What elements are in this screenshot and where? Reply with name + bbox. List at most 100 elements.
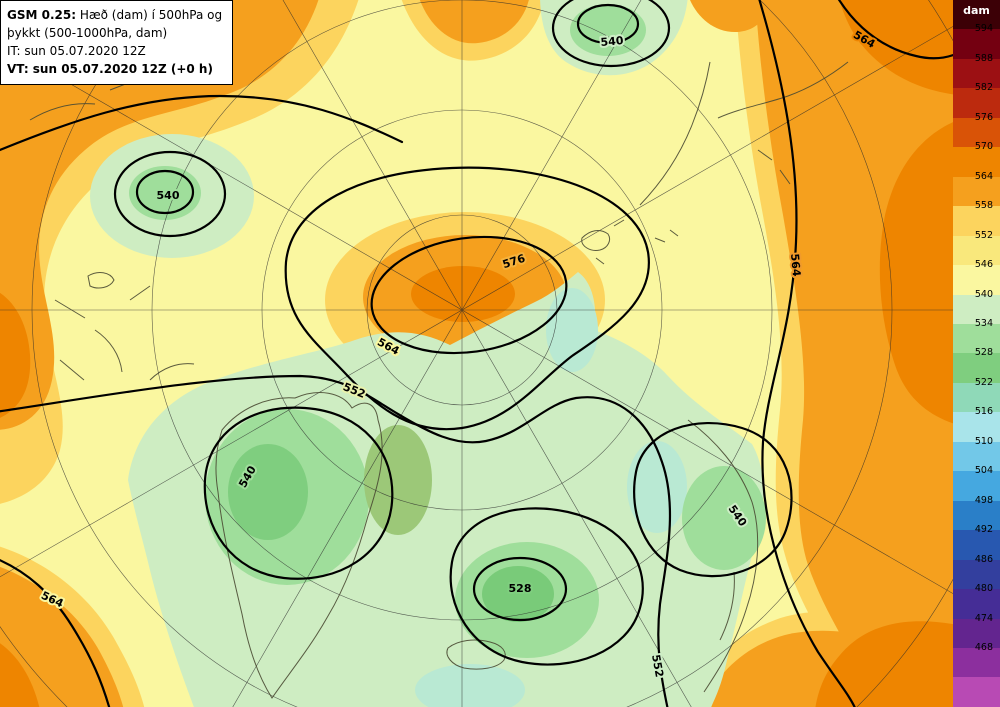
colorbar-segment: 468 (953, 643, 1000, 678)
fill-orange-northwest (0, 0, 319, 430)
contour-label: 528 (509, 582, 532, 595)
valid-time: VT: sun 05.07.2020 12Z (+0 h) (7, 62, 213, 76)
contour-564-polar (284, 166, 651, 431)
height-contours (0, 0, 953, 707)
fill-deeporange-sw-corner (0, 643, 40, 707)
colorbar-tick-label: 570 (974, 141, 993, 153)
fill-orange-southwest (0, 566, 124, 707)
contour-540-east (633, 421, 793, 578)
colorbar-segment (953, 677, 1000, 707)
fill-deeporange-se-corner (815, 621, 953, 707)
colorbar-tick-label: 510 (974, 435, 993, 447)
fill-orange-topright (690, 0, 772, 32)
coast-franz-josef (654, 229, 679, 243)
model-name: GSM 0.25: (7, 8, 77, 22)
colorbar-track: 594 588 582 576 570 564 558 552 546 540 534 528 522 5… (953, 0, 1000, 707)
latitude-circle (31, 0, 893, 707)
colorbar-tick-label: 576 (974, 111, 993, 123)
colorbar-segment: 546 (953, 260, 1000, 295)
colorbar-segment: 582 (953, 83, 1000, 118)
fill-deeporange-west-edge (0, 293, 31, 418)
colorbar-segment: 498 (953, 495, 1000, 531)
fill-darkgreen-greenland-core (228, 444, 308, 540)
contour-northeast-arc (837, 0, 953, 60)
contour-564-east (758, 0, 856, 707)
colorbar-tick-label: 522 (974, 376, 993, 388)
colorbar-segment: 480 (953, 584, 1000, 619)
contour-label: 540 (600, 34, 624, 49)
fill-darkgreen-south-core (482, 566, 554, 622)
contour-540-north-outer (551, 0, 671, 68)
fill-deeporange-east-edge (879, 122, 953, 424)
colorbar-segment: 552 (953, 230, 1000, 266)
contour-540-greenland (203, 406, 394, 580)
colorbar-segment: 474 (953, 613, 1000, 648)
colorbar-segment: 504 (953, 466, 1000, 501)
colorbar-tick-label: 546 (974, 258, 993, 270)
colorbar-tick-label: 540 (974, 288, 993, 300)
contour-north-inner (576, 3, 640, 45)
colorbar-segment: 516 (953, 407, 1000, 442)
colorbar-unit-label: dam (963, 4, 990, 17)
colorbar-tick-label: 498 (974, 494, 993, 506)
fill-teal-finger (546, 288, 598, 372)
map-title-line1: GSM 0.25: Hæð (dam) í 500hPa og (7, 6, 223, 24)
contour-label: 540 (157, 189, 180, 202)
fill-green-nw-core (129, 166, 201, 220)
contour-540-northwest-outer (113, 150, 227, 238)
colorbar-tick-label: 504 (974, 465, 993, 477)
init-time: IT: sun 05.07.2020 12Z (7, 44, 146, 58)
colorbar-tick-label: 558 (974, 199, 993, 211)
colorbar-segment: 570 (953, 142, 1000, 177)
contour-564-southwest (0, 559, 111, 707)
colorbar-tick-label: 582 (974, 82, 993, 94)
coast-baffin (149, 363, 195, 381)
colorbar-segment: 540 (953, 289, 1000, 324)
colorbar-tick-label: 594 (974, 23, 993, 35)
contour-northwest-inner (135, 169, 195, 215)
fill-teal-east (627, 441, 687, 533)
fill-green-north-core (570, 4, 646, 56)
colorbar-tick-label: 492 (974, 523, 993, 535)
colorbar-tick-label: 552 (974, 229, 993, 241)
fill-deeporange-ne-corner (839, 0, 953, 95)
colorbar-segment: 510 (953, 437, 1000, 472)
colorbar-segment: 576 (953, 113, 1000, 148)
latitude-circle (261, 109, 663, 511)
coast-svalbard (581, 219, 625, 265)
colorbar-segment: 486 (953, 554, 1000, 590)
fill-teal-south (415, 664, 525, 707)
coast-canadian-arctic (54, 272, 151, 381)
contour-label: 564 (788, 253, 803, 277)
colorbar-tick-label: 480 (974, 582, 993, 594)
colorbar-segment: 528 (953, 348, 1000, 383)
colorbar-tick-label: 534 (974, 317, 993, 329)
fill-orange-topcenter (419, 0, 529, 44)
colorbar: 594 588 582 576 570 564 558 552 546 540 534 528 522 5… (953, 0, 1000, 707)
fill-deeporange-pole-core (411, 266, 515, 322)
info-box: GSM 0.25: Hæð (dam) í 500hPa og þykkt (5… (0, 0, 233, 85)
map-title-part1: Hæð (dam) í 500hPa og (76, 8, 223, 22)
colorbar-tick-label: 564 (974, 170, 993, 182)
coast-scandinavia (687, 419, 759, 693)
colorbar-segment: 558 (953, 201, 1000, 236)
meridian-line (0, 26, 953, 578)
contour-528-south-core (472, 556, 568, 622)
contour-northwest-arc (0, 94, 404, 152)
fill-mint-main-trough (128, 272, 764, 707)
colorbar-tick-label: 468 (974, 641, 993, 653)
contour-label: 552 (649, 653, 666, 678)
colorbar-segment: 594 (953, 24, 1000, 59)
coast-arctic-russia (639, 61, 849, 206)
colorbar-tick-label: 486 (974, 553, 993, 565)
coast-greenland (215, 392, 383, 699)
colorbar-segment: 492 (953, 525, 1000, 560)
contour-540-south (449, 507, 644, 666)
colorbar-tick-label: 516 (974, 406, 993, 418)
colorbar-segment (953, 0, 1000, 30)
colorbar-segment: 534 (953, 319, 1000, 354)
colorbar-segment: 564 (953, 171, 1000, 207)
